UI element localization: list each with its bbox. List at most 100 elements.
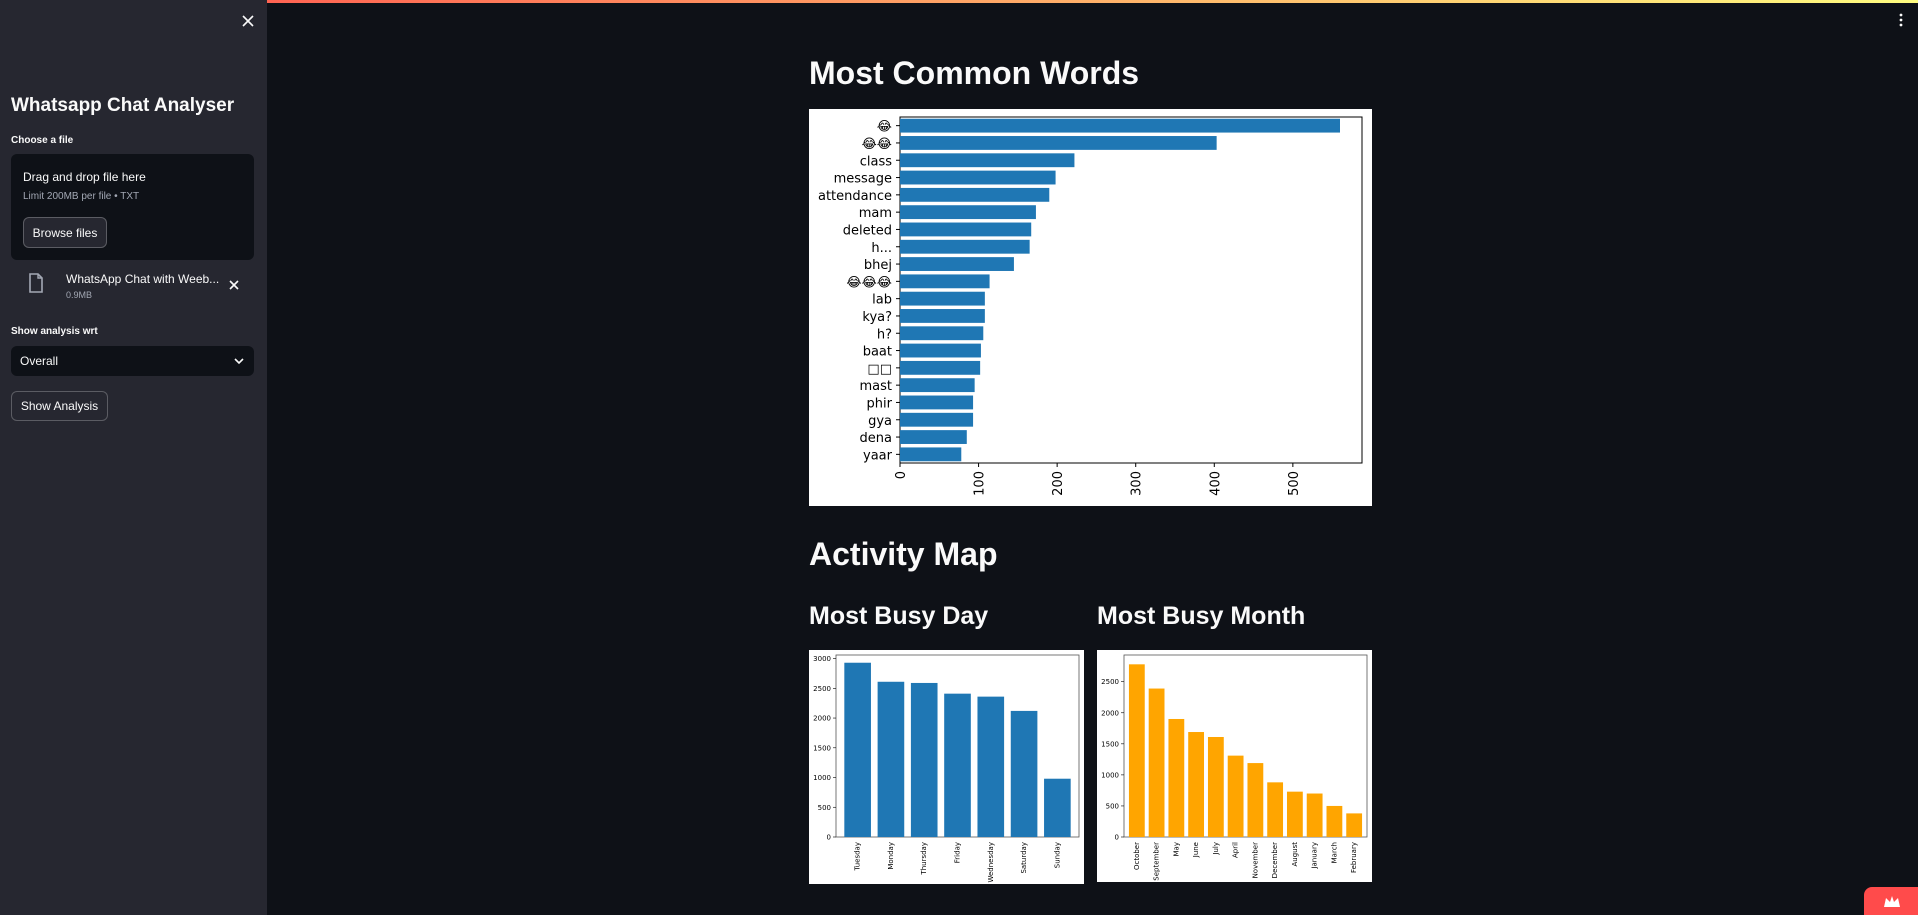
word-bar (900, 291, 985, 306)
bar (910, 682, 938, 837)
word-tick-label: 😂😂 (862, 137, 892, 152)
word-bar (900, 447, 962, 462)
x-tick-label: March (1330, 842, 1338, 863)
x-tick-label: May (1172, 842, 1180, 856)
x-tick-label: April (1232, 842, 1240, 858)
file-dropzone[interactable]: Drag and drop file here Limit 200MB per … (11, 154, 254, 260)
word-tick-label: mam (859, 206, 892, 221)
x-tick-label: August (1291, 842, 1299, 867)
y-tick-label: 2000 (1101, 709, 1119, 717)
bar (1247, 763, 1264, 837)
sidebar: Whatsapp Chat Analyser Choose a file Dra… (0, 0, 267, 915)
word-tick-label: gya (868, 414, 892, 429)
file-name: WhatsApp Chat with Weeb... (66, 272, 220, 286)
y-tick-label: 0 (1115, 834, 1119, 842)
word-bar (900, 360, 981, 375)
y-tick-label: 2500 (813, 685, 831, 693)
app-title: Whatsapp Chat Analyser (11, 95, 235, 116)
y-tick-label: 1000 (1101, 771, 1119, 779)
busy-day-chart: Tuesday Monday Thursday Friday Wednesday Satu… (809, 650, 1084, 884)
dropzone-limit: Limit 200MB per file • TXT (23, 191, 140, 202)
x-tick-label: Sunday (1053, 842, 1061, 868)
y-tick-label: 2000 (813, 715, 831, 723)
heading-common-words: Most Common Words (809, 55, 1140, 91)
x-tick-label: November (1251, 842, 1259, 879)
plot-frame (899, 116, 1363, 464)
x-tick-label: July (1212, 842, 1220, 856)
bar (1346, 813, 1363, 837)
busy-month-chart: October September May June July April November… (1097, 650, 1372, 882)
dropzone-title: Drag and drop file here (23, 170, 146, 184)
analysis-user-select[interactable]: Overall (11, 346, 254, 376)
y-tick-label: 1000 (813, 774, 831, 782)
remove-file-icon[interactable] (227, 278, 241, 292)
word-tick-label: 😂 (877, 120, 892, 135)
y-tick-label: 0 (827, 834, 831, 842)
bar (1267, 782, 1284, 837)
word-bar (900, 153, 1075, 168)
y-tick-label: 2500 (1101, 678, 1119, 686)
word-tick-label: class (860, 154, 892, 169)
browse-files-button[interactable]: Browse files (23, 217, 107, 248)
streamlit-badge[interactable] (1864, 887, 1918, 915)
bar (1207, 736, 1224, 837)
word-tick-label: deleted (843, 223, 892, 238)
heading-activity-map: Activity Map (809, 536, 998, 572)
x-tick-label: Monday (887, 842, 895, 870)
word-bar (900, 378, 975, 393)
main-menu-icon[interactable] (1898, 12, 1904, 28)
plot-frame (1123, 654, 1368, 838)
x-tick-label: 300 (1130, 471, 1145, 496)
x-tick-label: October (1133, 842, 1141, 870)
bar (1188, 732, 1205, 837)
word-tick-label: kya? (862, 310, 892, 325)
file-size: 0.9MB (66, 290, 93, 300)
word-tick-label: 😂😂😂 (846, 275, 892, 290)
x-tick-label: Saturday (1020, 842, 1028, 874)
bar (844, 662, 871, 837)
word-tick-label: □□ (867, 362, 892, 377)
word-bar (900, 343, 981, 358)
word-tick-label: message (834, 172, 892, 187)
word-bar (900, 205, 1036, 220)
y-tick-label: 3000 (813, 655, 831, 663)
y-tick-label: 500 (818, 804, 831, 812)
x-tick-label: 200 (1051, 471, 1066, 496)
word-tick-label: yaar (863, 448, 893, 463)
word-bar (900, 430, 967, 444)
word-bar (900, 118, 1340, 133)
word-tick-label: phir (867, 396, 893, 411)
word-bar (900, 239, 1030, 254)
word-tick-label: lab (872, 293, 892, 308)
top-decoration-bar (0, 0, 1918, 3)
bar (1227, 755, 1244, 837)
heading-busy-month: Most Busy Month (1097, 602, 1306, 630)
analysis-selected-value: Overall (20, 354, 59, 368)
word-tick-label: bhej (864, 258, 892, 273)
x-tick-label: December (1271, 842, 1279, 878)
word-bar (900, 257, 1014, 271)
word-tick-label: attendance (818, 189, 892, 204)
heading-busy-day: Most Busy Day (809, 602, 989, 630)
common-words-chart: yaar dena gya phir mast □□ baat h? kya? lab 😂😂😂 bhe… (809, 109, 1372, 506)
x-tick-label: Thursday (920, 842, 928, 876)
crown-icon (1884, 896, 1900, 907)
word-bar (900, 170, 1056, 185)
x-tick-label: February (1350, 842, 1358, 873)
word-tick-label: h... (871, 241, 892, 256)
x-tick-label: 100 (973, 471, 988, 496)
word-bar (900, 326, 984, 341)
bar (977, 696, 1005, 837)
upload-label: Choose a file (11, 135, 74, 146)
word-tick-label: baat (863, 345, 892, 360)
bar (1148, 688, 1165, 837)
word-bar (900, 136, 1217, 150)
bar (1044, 778, 1071, 837)
x-tick-label: 500 (1287, 471, 1302, 496)
show-analysis-button[interactable]: Show Analysis (11, 391, 108, 421)
x-tick-label: 400 (1208, 471, 1223, 496)
word-tick-label: dena (860, 431, 892, 446)
word-bar (900, 395, 974, 410)
bar (1286, 791, 1303, 837)
close-sidebar-icon[interactable] (238, 11, 258, 31)
